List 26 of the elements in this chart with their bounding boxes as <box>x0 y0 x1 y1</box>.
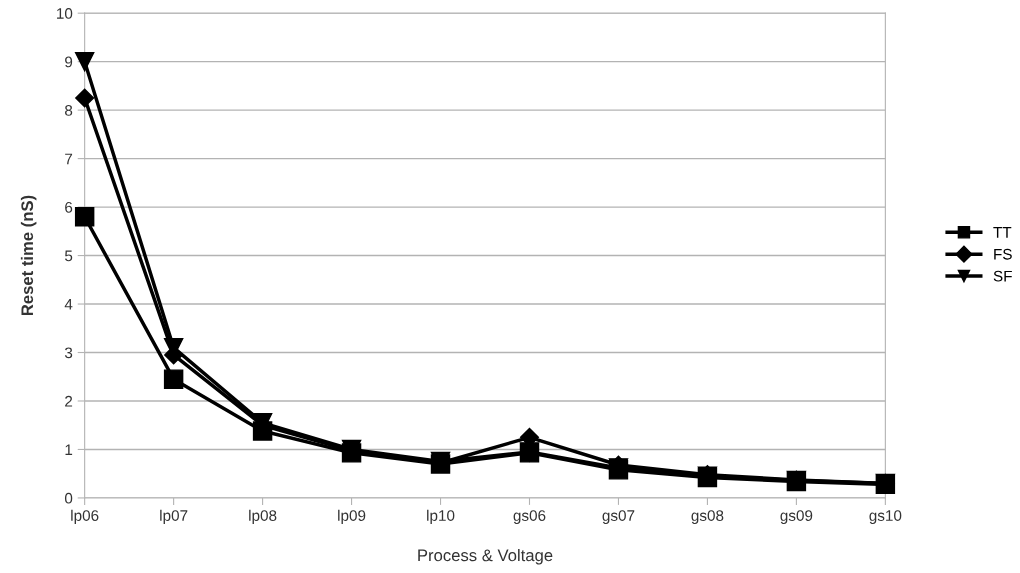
y-tick-label: 8 <box>65 105 73 116</box>
y-tick-label: 2 <box>65 395 73 407</box>
x-tick-label: gs06 <box>513 510 546 524</box>
x-tick-label: lp09 <box>338 509 366 524</box>
x-tick-label: lp08 <box>249 509 277 524</box>
x-axis-title: Process & Voltage <box>418 548 553 565</box>
y-tick-label: 10 <box>57 8 73 19</box>
y-tick-label: 3 <box>64 347 73 359</box>
x-tick-label: lp07 <box>160 509 188 524</box>
x-tick-label: gs10 <box>869 510 902 524</box>
y-axis-title: Reset time (nS) <box>20 195 37 316</box>
y-tick-label: 1 <box>65 444 73 455</box>
y-tick-label: 6 <box>65 201 73 213</box>
legend-label: TT <box>993 227 1012 238</box>
x-tick-label: lp06 <box>71 509 99 524</box>
x-tick-label: gs09 <box>780 510 813 524</box>
y-tick-label: 0 <box>64 492 73 504</box>
y-tick-label: 5 <box>64 250 73 262</box>
x-tick-label: gs08 <box>691 510 724 524</box>
legend-label: SF <box>993 270 1012 282</box>
y-tick-label: 9 <box>65 56 73 68</box>
x-tick-label: gs07 <box>602 510 635 524</box>
y-tick-label: 4 <box>64 299 73 310</box>
y-tick-label: 7 <box>65 153 73 165</box>
legend-label: FS <box>994 248 1012 260</box>
x-tick-label: lp10 <box>427 509 455 524</box>
